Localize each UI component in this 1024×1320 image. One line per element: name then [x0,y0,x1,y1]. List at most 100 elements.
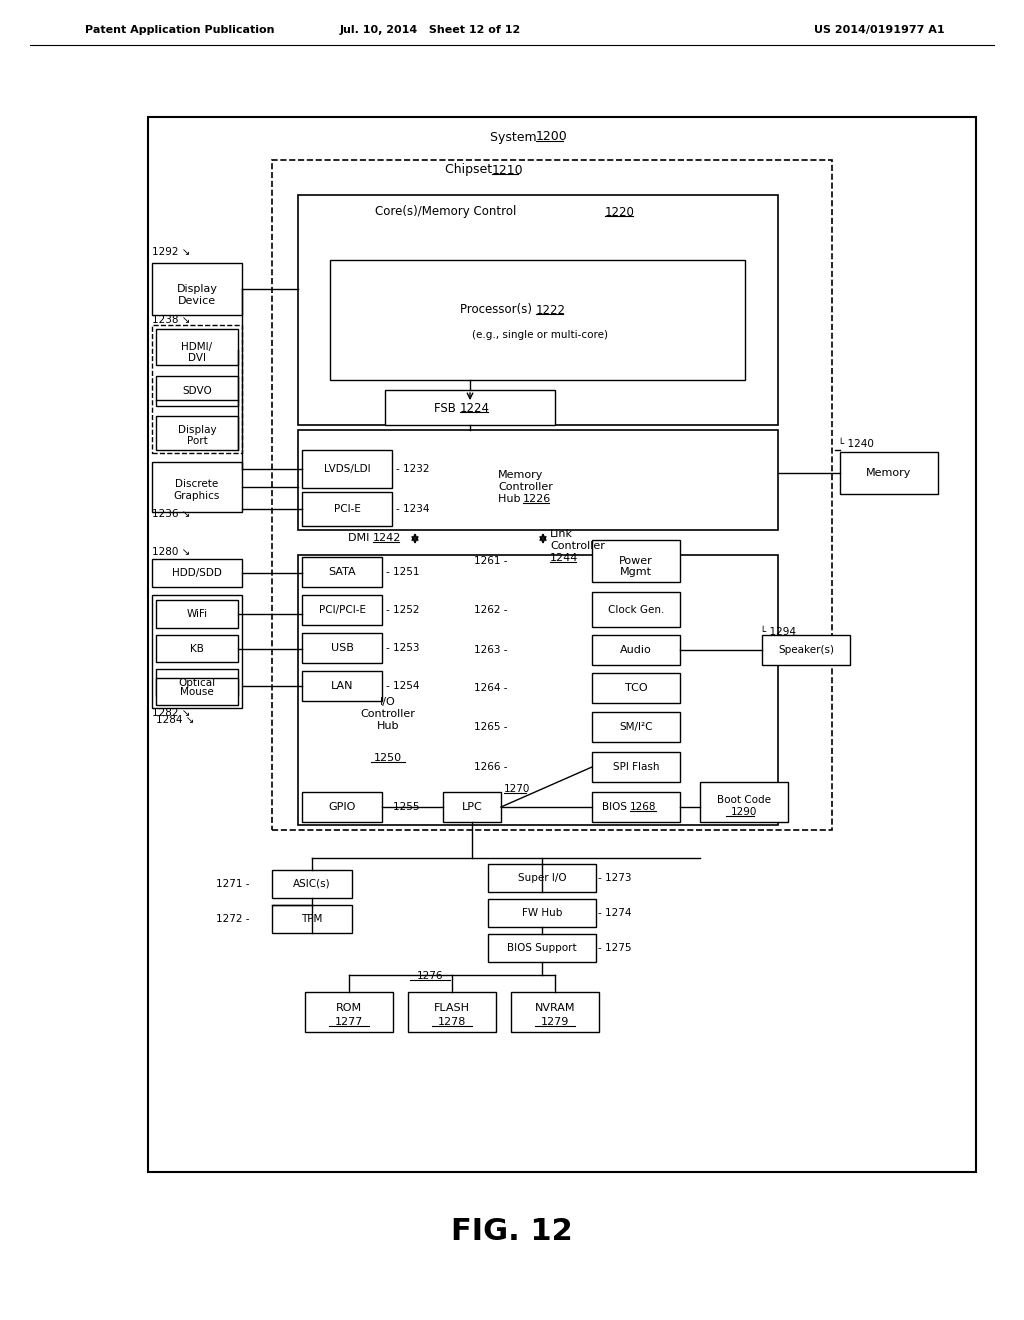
Text: Discrete: Discrete [175,479,219,488]
Bar [272,160,831,830]
Text: SPI Flash: SPI Flash [612,762,659,772]
Text: 1284 ↘: 1284 ↘ [156,715,195,725]
Text: NVRAM: NVRAM [535,1003,575,1012]
Text: 1276: 1276 [417,972,443,981]
Text: 1262 -: 1262 - [474,605,508,615]
Text: 1279: 1279 [541,1016,569,1027]
Text: Display: Display [176,284,217,294]
Text: USB: USB [331,643,353,653]
Bar [152,558,242,587]
Text: Mgmt: Mgmt [620,568,652,577]
Text: HDD/SDD: HDD/SDD [172,568,222,578]
Text: (e.g., single or multi-core): (e.g., single or multi-core) [472,330,608,341]
Bar [385,389,555,425]
Text: Optical: Optical [178,678,216,688]
Text: 1200: 1200 [536,131,567,144]
Text: - 1234: - 1234 [396,504,429,513]
Text: 1224: 1224 [460,401,490,414]
Text: Clock Gen.: Clock Gen. [608,605,665,615]
Bar [592,540,680,582]
Bar [592,752,680,781]
Bar [592,792,680,822]
Text: - 1253: - 1253 [386,643,420,653]
Bar [156,601,238,628]
Text: 1290: 1290 [731,807,757,817]
Text: 1270: 1270 [504,784,530,795]
Text: Super I/O: Super I/O [518,873,566,883]
Bar [408,993,496,1032]
Text: 1226: 1226 [523,494,551,504]
Bar [272,870,352,898]
Text: 1238 ↘: 1238 ↘ [152,315,190,325]
Text: LVDS/LDI: LVDS/LDI [324,465,371,474]
Text: Core(s)/Memory Control: Core(s)/Memory Control [375,206,520,219]
Bar [302,450,392,488]
Text: Hub: Hub [377,721,399,731]
Text: Controller: Controller [498,482,553,492]
Text: 1244: 1244 [550,553,579,564]
Text: DVI: DVI [188,352,206,363]
Text: ROM: ROM [336,1003,362,1012]
Text: PCI-E: PCI-E [334,504,360,513]
Text: System: System [490,131,541,144]
Text: - 1275: - 1275 [598,942,632,953]
Bar [488,865,596,892]
Text: 1210: 1210 [492,164,523,177]
Text: FW Hub: FW Hub [522,908,562,917]
Text: Display: Display [178,425,216,436]
Text: BIOS: BIOS [602,803,630,812]
Text: WiFi: WiFi [186,609,208,619]
Bar [156,416,238,450]
Text: LAN: LAN [331,681,353,690]
Bar [152,325,242,453]
Bar [592,673,680,704]
Bar [148,117,976,1172]
Bar [298,195,778,425]
Text: Memory: Memory [866,469,911,478]
Bar [152,595,242,708]
Bar [272,906,352,933]
Text: Mouse: Mouse [180,686,214,697]
Text: 1261 -: 1261 - [474,556,508,566]
Bar [592,591,680,627]
Text: - 1274: - 1274 [598,908,632,917]
Bar [592,635,680,665]
Text: - 1254: - 1254 [386,681,420,690]
Text: 1236 ↘: 1236 ↘ [152,510,190,519]
Text: Processor(s): Processor(s) [460,304,536,317]
Text: LPC: LPC [462,803,482,812]
Bar [488,899,596,927]
Text: 1263 -: 1263 - [474,645,508,655]
Bar [152,462,242,512]
Text: 1242: 1242 [373,533,401,543]
Text: SM/I²C: SM/I²C [620,722,652,733]
Bar [302,492,392,525]
Text: Audio: Audio [621,645,652,655]
Bar [156,329,238,366]
Bar [156,669,238,696]
Text: 1292 ↘: 1292 ↘ [152,247,190,257]
Bar [156,635,238,663]
Text: Power: Power [620,556,653,566]
Bar [488,935,596,962]
Text: Speaker(s): Speaker(s) [778,645,834,655]
Bar [700,781,788,822]
Text: Memory: Memory [498,470,544,480]
Text: Controller: Controller [550,541,605,550]
Text: 1271 -: 1271 - [216,879,250,888]
Text: ASIC(s): ASIC(s) [293,879,331,888]
Text: Jul. 10, 2014   Sheet 12 of 12: Jul. 10, 2014 Sheet 12 of 12 [339,25,520,36]
Text: 1277: 1277 [335,1016,364,1027]
Text: 1222: 1222 [536,304,566,317]
Bar [156,376,238,407]
Bar [298,430,778,531]
Bar [302,671,382,701]
Text: 1264 -: 1264 - [474,682,508,693]
Text: US 2014/0191977 A1: US 2014/0191977 A1 [814,25,945,36]
Text: 1266 -: 1266 - [474,762,508,772]
Text: I/O: I/O [380,697,396,708]
Bar [592,711,680,742]
Text: 1282 ↘: 1282 ↘ [152,708,190,718]
Text: Hub: Hub [498,494,524,504]
Text: TCO: TCO [625,682,647,693]
